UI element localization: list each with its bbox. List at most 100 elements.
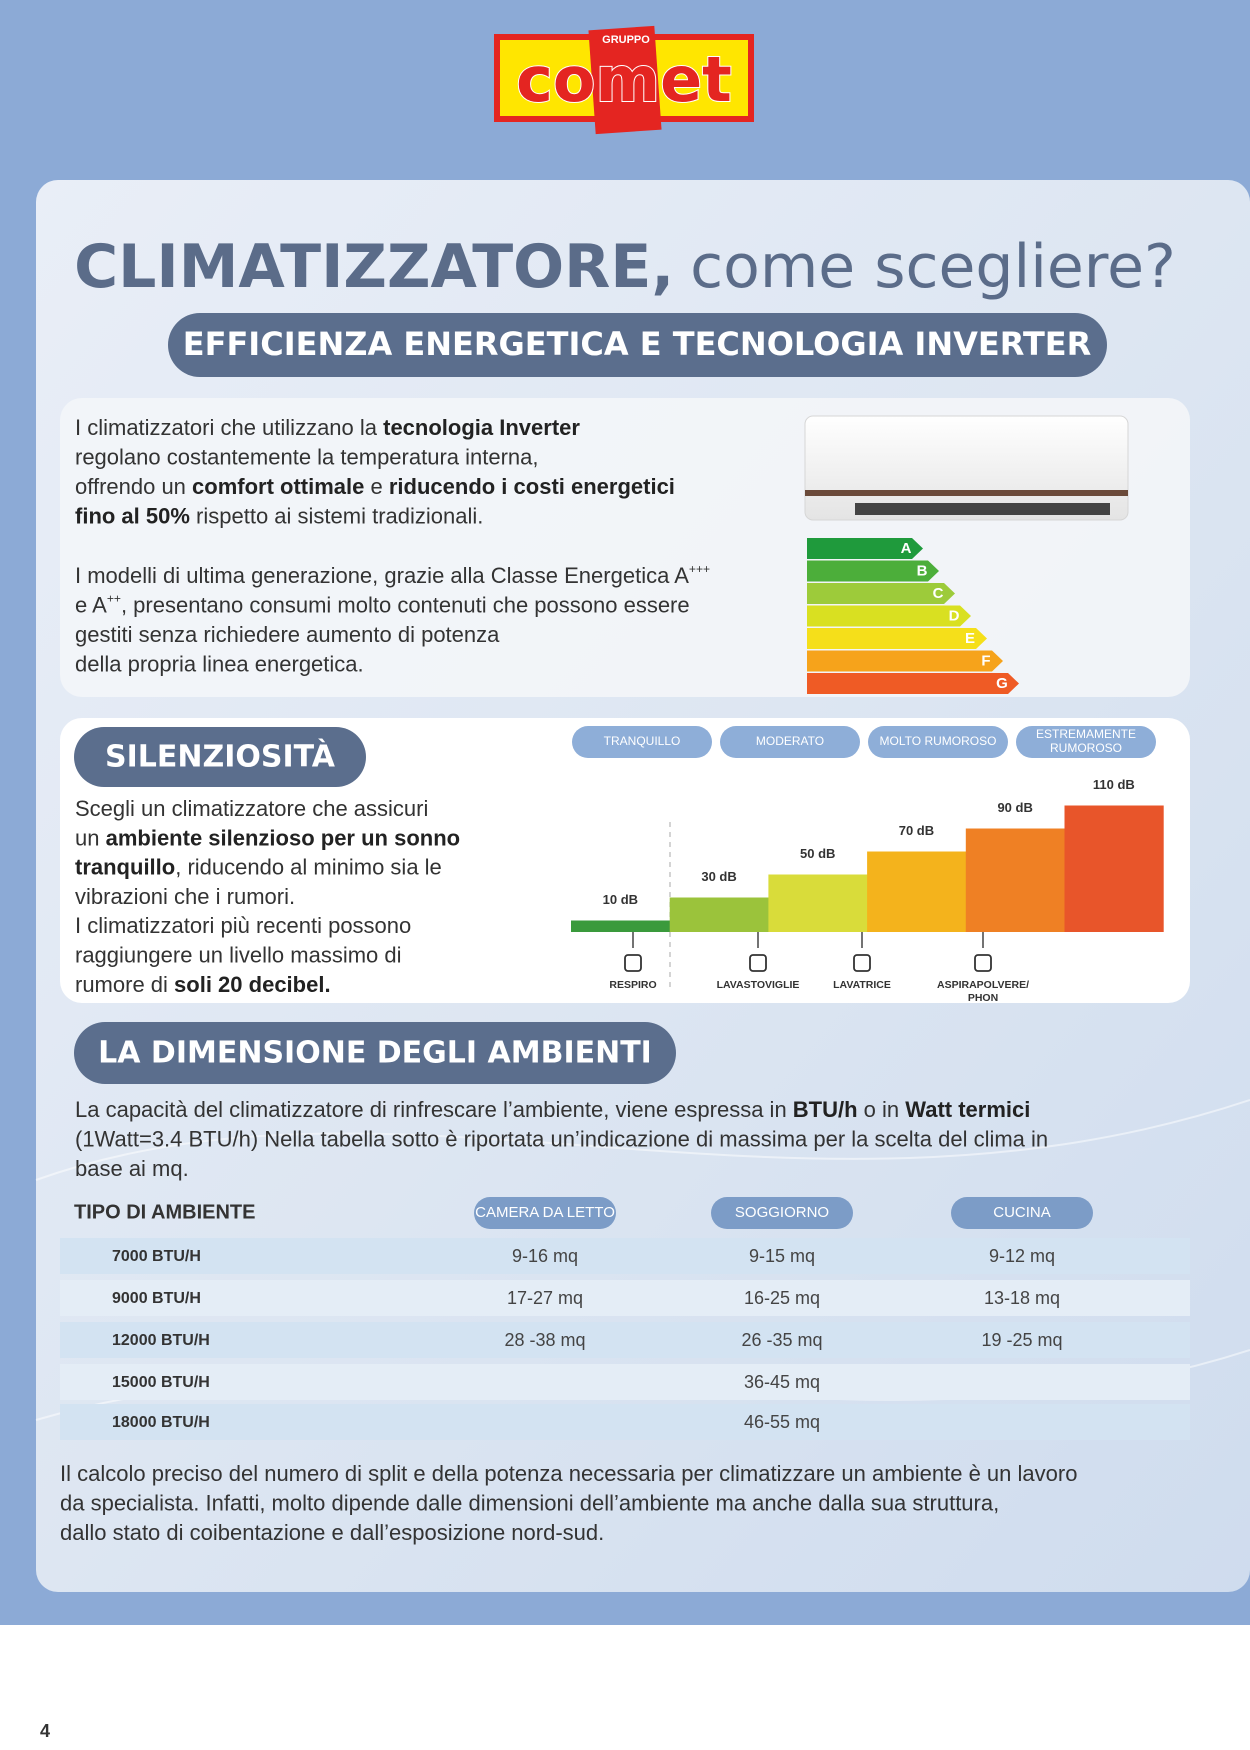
energy-class: D [949,607,960,624]
silence-heading: SILENZIOSITÀ [105,739,336,775]
level-label: TRANQUILLO [604,734,681,748]
table-row [60,1322,1190,1358]
noise-bar [1064,805,1164,932]
text-run: Scegli un climatizzatore che assicuri [75,796,428,821]
text-run: rispetto ai sistemi tradizionali. [190,503,483,528]
level-label-line: RUMOROSO [1050,741,1122,755]
page-number: 4 [40,1721,50,1741]
source-label: LAVATRICE [833,979,891,991]
noise-label: 50 dB [800,846,835,861]
energy-class: F [981,652,990,669]
title-regular: come scegliere? [690,232,1176,302]
text-run: raggiungere un livello massimo di [75,942,402,967]
ac-vent [855,503,1110,515]
text-run: o in [858,1097,906,1122]
text-line: gestiti senza richiedere aumento di pote… [75,622,500,647]
logo-group: GRUPPO [602,34,650,46]
level-pill [572,726,712,758]
silence-heading-pill [74,727,366,787]
text-run: base ai mq. [75,1156,189,1181]
energy-class: G [996,675,1008,692]
noise-label: 10 dB [603,892,638,907]
text-line: base ai mq. [75,1156,189,1181]
column-pill [711,1197,853,1229]
bold-text: ambiente silenzioso per un sonno [106,825,461,850]
text-run: vibrazioni che i rumori. [75,884,295,909]
text-run: , presentano consumi molto contenuti che… [121,592,690,617]
text-run: Il calcolo preciso del numero di split e… [60,1461,1077,1486]
energy-arrow [807,560,939,582]
source-icon [749,954,767,972]
row-label: 9000 BTU/H [112,1290,201,1307]
energy-class: C [933,585,944,602]
text-line: della propria linea energetica. [75,651,364,676]
source-label-line: PHON [968,992,998,1004]
text-line: I modelli di ultima generazione, grazie … [75,562,710,588]
level-label: ESTREMAMENTE RUMOROSO [1036,727,1136,755]
table-row [60,1404,1190,1440]
text-run: I modelli di ultima generazione, grazie … [75,563,689,588]
text-line: dallo stato di coibentazione e dall’espo… [60,1520,604,1545]
text-run: I climatizzatori più recenti possono [75,913,411,938]
text-run: e A [75,592,107,617]
logo: GRUPPO comet [494,25,754,135]
noise-label: 90 dB [997,800,1032,815]
text-run: gestiti senza richiedere aumento di pote… [75,622,500,647]
source-icon [853,954,871,972]
noise-bar [965,828,1065,932]
text-run: offrendo un [75,474,192,499]
column-pill [951,1197,1093,1229]
text-run: ++ [107,592,121,606]
energy-class: B [917,562,928,579]
level-label: MODERATO [756,734,824,748]
text-line: tranquillo, riducendo al minimo sia le [75,854,442,879]
level-label-line: ESTREMAMENTE [1036,727,1136,741]
text-run: , riducendo al minimo sia le [175,854,442,879]
level-label: MOLTO RUMOROSO [880,734,997,748]
energy-class: E [965,630,975,647]
bold-text: riducendo i costi energetici [389,474,675,499]
column-label: CAMERA DA LETTO [475,1204,615,1221]
row-label: 15000 BTU/H [112,1374,210,1391]
text-line: offrendo un comfort ottimale e riducendo… [75,474,675,499]
noise-label: 110 dB [1093,777,1135,792]
column-pill [474,1197,616,1229]
rooms-heading: LA DIMENSIONE DEGLI AMBIENTI [98,1036,652,1071]
text-line: Scegli un climatizzatore che assicuri [75,796,428,821]
text-line: vibrazioni che i rumori. [75,884,295,909]
text-run: rumore di [75,972,174,997]
text-line: da specialista. Infatti, molto dipende d… [60,1490,999,1515]
bold-text: fino al 50% [75,503,190,528]
bold-text: comfort ottimale [192,474,364,499]
title: CLIMATIZZATORE, come scegliere? [74,232,1176,302]
text-line: I climatizzatori che utilizzano la tecno… [75,415,580,440]
text-run: La capacità del climatizzatore di rinfre… [75,1097,793,1122]
table-cell: 9-16 mq [512,1246,578,1266]
table-cell: 9-15 mq [749,1246,815,1266]
text-run: I climatizzatori che utilizzano la [75,415,383,440]
bold-text: tranquillo [75,854,175,879]
table-row [60,1364,1190,1400]
logo-brand: comet [516,43,732,116]
table-cell: 13-18 mq [984,1288,1060,1308]
table-header: TIPO DI AMBIENTE [74,1201,255,1223]
level-pill [1016,726,1156,758]
text-line: fino al 50% rispetto ai sistemi tradizio… [75,503,483,528]
source-label-line: ASPIRAPOLVERE/ [937,979,1029,991]
noise-bar [669,897,769,932]
subtitle: EFFICIENZA ENERGETICA E TECNOLOGIA INVER… [183,325,1092,363]
text-line: un ambiente silenzioso per un sonno [75,825,460,850]
text-line: (1Watt=3.4 BTU/h) Nella tabella sotto è … [75,1126,1048,1151]
table-row [60,1280,1190,1316]
text-run: (1Watt=3.4 BTU/h) Nella tabella sotto è … [75,1126,1048,1151]
text-run: regolano costantemente la temperatura in… [75,444,539,469]
energy-arrow [807,628,987,649]
energy-arrow [807,673,1019,694]
text-run: della propria linea energetica. [75,651,364,676]
source-label: RESPIRO [609,979,656,991]
table-row [60,1238,1190,1274]
source-label: LAVASTOVIGLIE [717,979,800,991]
subtitle-pill [168,313,1107,377]
table-cell: 19 -25 mq [981,1330,1062,1350]
